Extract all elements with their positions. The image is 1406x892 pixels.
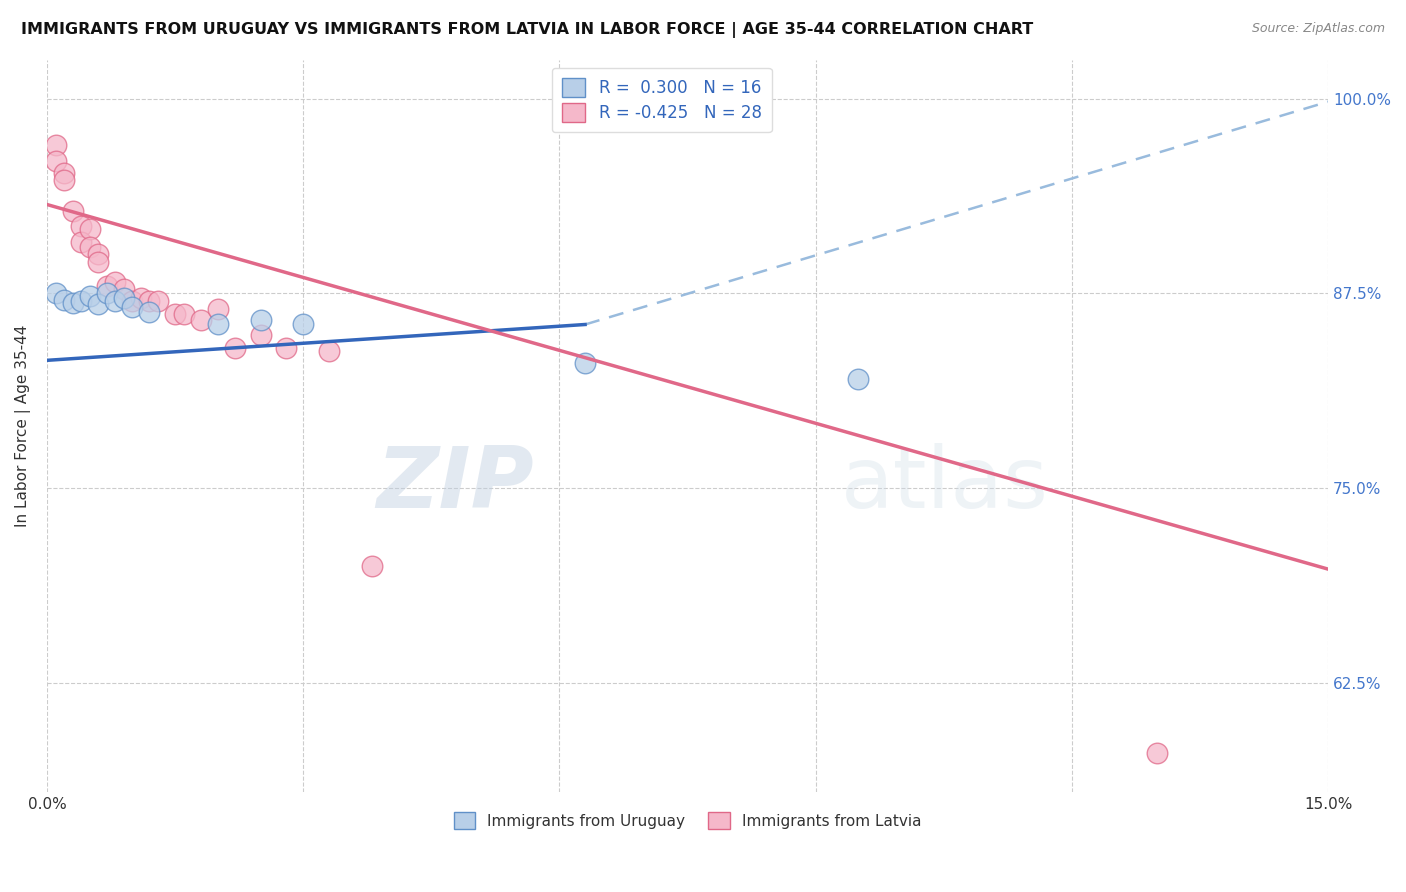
Point <box>104 294 127 309</box>
Point <box>207 301 229 316</box>
Point <box>121 294 143 309</box>
Point <box>121 301 143 315</box>
Point <box>62 203 84 218</box>
Y-axis label: In Labor Force | Age 35-44: In Labor Force | Age 35-44 <box>15 325 31 527</box>
Point <box>318 343 340 358</box>
Point <box>53 293 76 307</box>
Point <box>249 313 271 327</box>
Point <box>1146 746 1168 760</box>
Point <box>70 294 93 309</box>
Point <box>79 239 101 253</box>
Point <box>96 278 118 293</box>
Point <box>112 282 135 296</box>
Point <box>207 318 229 332</box>
Text: Source: ZipAtlas.com: Source: ZipAtlas.com <box>1251 22 1385 36</box>
Point <box>79 222 101 236</box>
Point <box>96 286 118 301</box>
Text: atlas: atlas <box>841 442 1049 526</box>
Point <box>70 219 93 234</box>
Point <box>87 247 110 261</box>
Point <box>44 153 66 168</box>
Point <box>848 372 870 386</box>
Point <box>173 307 195 321</box>
Point <box>360 559 382 574</box>
Point <box>249 328 271 343</box>
Legend: Immigrants from Uruguay, Immigrants from Latvia: Immigrants from Uruguay, Immigrants from… <box>447 805 928 836</box>
Point <box>44 286 66 301</box>
Point <box>44 138 66 153</box>
Point <box>138 305 160 319</box>
Point <box>292 318 315 332</box>
Point <box>276 341 298 355</box>
Point <box>165 307 187 321</box>
Point <box>70 235 93 249</box>
Point <box>112 291 135 305</box>
Text: ZIP: ZIP <box>377 442 534 526</box>
Text: IMMIGRANTS FROM URUGUAY VS IMMIGRANTS FROM LATVIA IN LABOR FORCE | AGE 35-44 COR: IMMIGRANTS FROM URUGUAY VS IMMIGRANTS FR… <box>21 22 1033 38</box>
Point <box>79 289 101 303</box>
Point <box>87 297 110 311</box>
Point <box>129 291 152 305</box>
Point <box>224 341 246 355</box>
Point <box>104 276 127 290</box>
Point <box>62 295 84 310</box>
Point <box>574 356 596 370</box>
Point <box>87 255 110 269</box>
Point <box>190 313 212 327</box>
Point <box>146 294 169 309</box>
Point <box>138 294 160 309</box>
Point <box>53 172 76 186</box>
Point <box>53 166 76 180</box>
